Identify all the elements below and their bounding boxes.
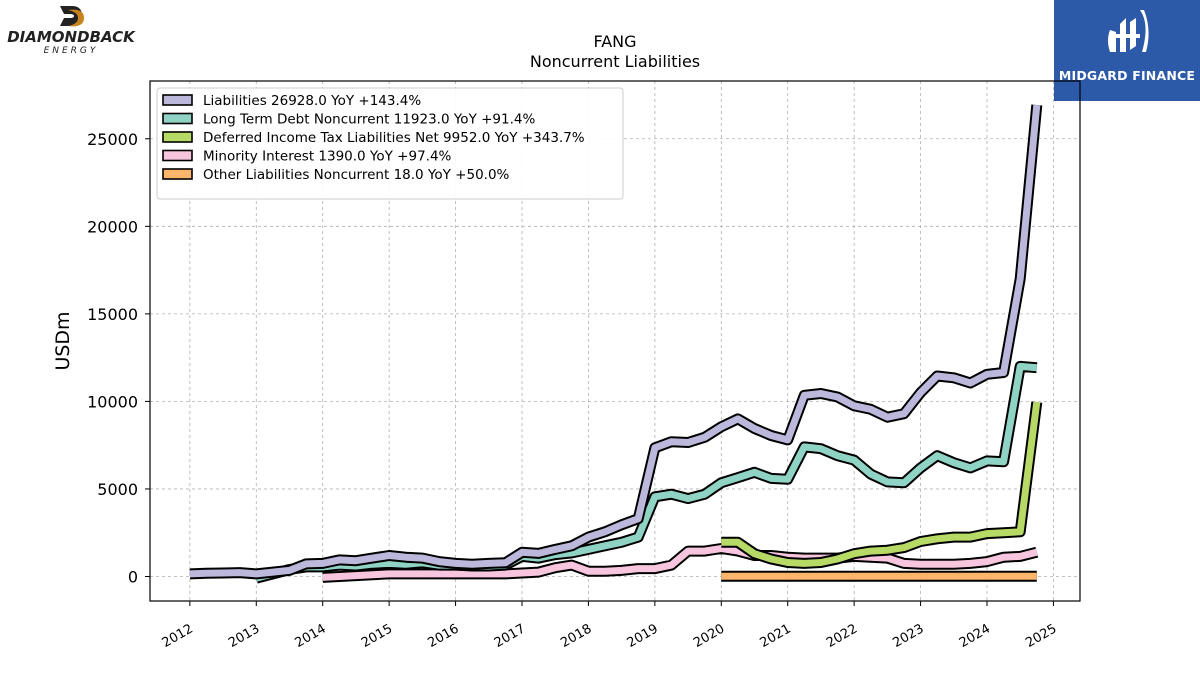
midgard-logo-icon [1108,10,1149,52]
legend-swatch [162,94,193,106]
x-tick-label: 2023 [890,621,926,651]
logo-right-name: MIDGARD FINANCE [1058,68,1196,83]
x-tick-label: 2014 [293,621,329,651]
legend: Liabilities 26928.0 YoY +143.4% Long Term… [156,87,624,200]
x-tick-label: 2015 [359,621,395,651]
legend-label: Liabilities 26928.0 YoY +143.4% [203,93,421,109]
legend-swatch [162,168,193,180]
legend-label: Other Liabilities Noncurrent 18.0 YoY +5… [203,167,510,183]
x-tick-label: 2021 [758,621,794,651]
legend-frame [156,87,624,200]
series-line [721,401,1041,567]
x-tick-label: 2016 [425,621,461,651]
series-layer [189,104,1043,584]
chart-subtitle: Noncurrent Liabilities [530,52,700,71]
x-tick-label: 2018 [558,621,594,651]
legend-label: Minority Interest 1390.0 YoY +97.4% [203,149,452,165]
y-tick-label: 10000 [87,392,138,411]
legend-item: Liabilities 26928.0 YoY +143.4% [162,93,421,109]
series-1 [254,360,1038,584]
legend-swatch [162,149,193,162]
y-tick-label: 20000 [87,217,138,236]
plot-frame [149,80,1081,602]
x-tick-label: 2020 [691,621,727,651]
legend-item: Long Term Debt Noncurrent 11923.0 YoY +9… [162,112,535,128]
series-line [189,104,1041,578]
series-line [255,362,1038,582]
diamondback-energy-logo: DIAMONDBACK ENERGY [4,4,138,56]
legend-swatch [162,112,193,125]
x-tick-label: 2012 [160,621,196,651]
legend-item: Minority Interest 1390.0 YoY +97.4% [162,149,452,165]
y-tick-label: 0 [128,567,138,586]
legend-label: Long Term Debt Noncurrent 11923.0 YoY +9… [203,112,535,128]
midgard-finance-logo: MIDGARD FINANCE [1054,0,1200,101]
series-2 [721,401,1043,569]
chart-title: FANG [593,32,636,51]
x-tick-label: 2019 [625,621,661,651]
y-tick-label: 5000 [97,480,138,499]
legend-item: Deferred Income Tax Liabilities Net 9952… [162,130,585,146]
y-tick-label: 15000 [87,305,138,324]
legend-item: Other Liabilities Noncurrent 18.0 YoY +5… [162,167,510,183]
x-tick-label: 2022 [824,621,860,651]
diamondback-logo-icon: DIAMONDBACK ENERGY [7,6,136,56]
logo-left-name: DIAMONDBACK [7,28,136,46]
series-line [322,545,1038,581]
legend-label: Deferred Income Tax Liabilities Net 9952… [203,130,585,146]
x-tick-label: 2024 [957,621,993,651]
x-tick-label: 2017 [492,621,528,651]
grid-lines [150,81,1080,601]
legend-swatch [162,131,193,143]
series-3 [322,543,1039,583]
x-tick-label: 2025 [1023,621,1059,651]
x-tick-label: 2013 [226,621,262,651]
logo-left-sub: ENERGY [44,46,99,56]
series-0 [189,104,1043,580]
y-axis-label: USDm [52,311,74,370]
y-tick-label: 25000 [87,130,138,149]
